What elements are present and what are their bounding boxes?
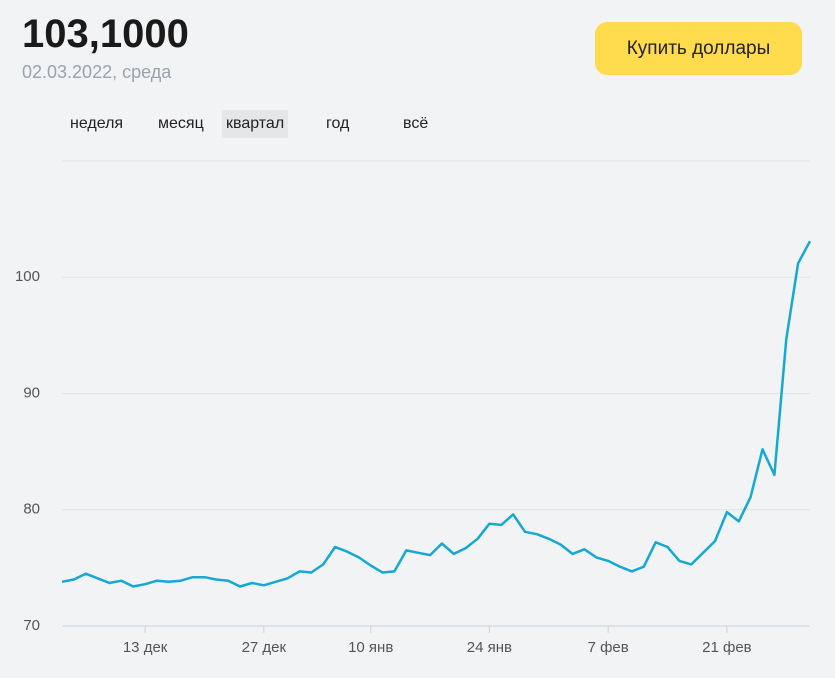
buy-button[interactable]: Купить доллары bbox=[595, 22, 802, 75]
x-tick-label: 10 янв bbox=[348, 639, 393, 656]
x-tick-label: 27 дек bbox=[242, 639, 287, 656]
period-tab[interactable]: месяц bbox=[158, 115, 204, 132]
period-tab[interactable]: неделя bbox=[70, 115, 124, 132]
y-tick-label: 70 bbox=[23, 617, 40, 634]
y-tick-label: 90 bbox=[23, 384, 40, 401]
x-tick-label: 7 фев bbox=[588, 639, 629, 656]
period-tab[interactable]: всё bbox=[403, 115, 429, 132]
x-tick-label: 21 фев bbox=[702, 639, 752, 656]
x-tick-label: 13 дек bbox=[123, 639, 168, 656]
period-tab[interactable]: год bbox=[326, 115, 350, 132]
date: 02.03.2022, среда bbox=[22, 62, 172, 82]
y-tick-label: 100 bbox=[15, 268, 40, 285]
x-tick-label: 24 янв bbox=[467, 639, 512, 656]
line bbox=[61, 240, 812, 588]
y-tick-label: 80 bbox=[23, 501, 40, 518]
period-tab[interactable]: квартал bbox=[222, 110, 289, 138]
rate: 103,1000 bbox=[22, 12, 189, 56]
